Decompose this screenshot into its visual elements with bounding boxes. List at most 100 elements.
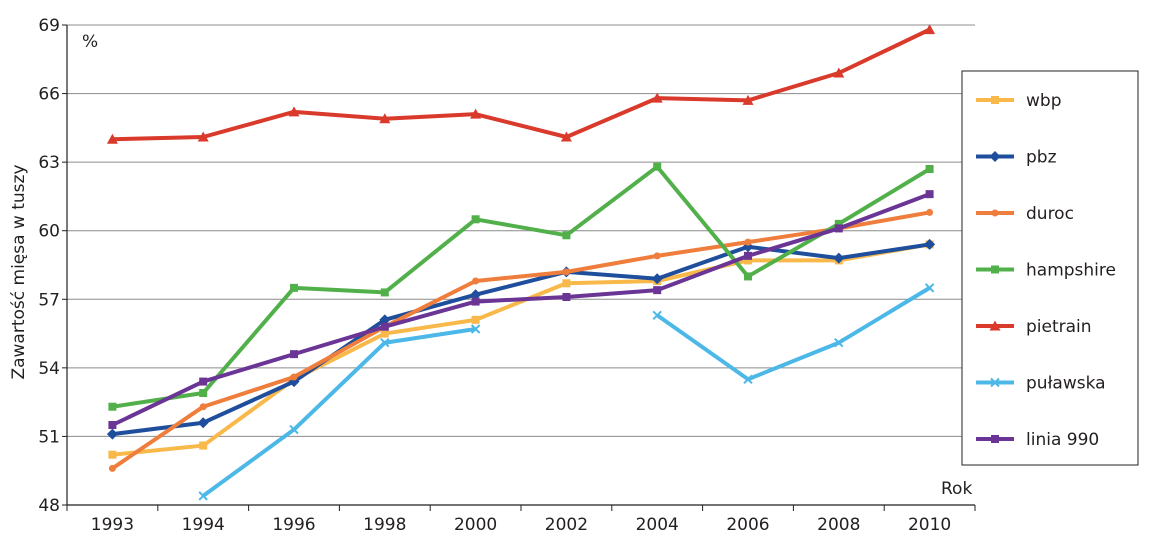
data-point — [925, 190, 934, 199]
y-tick-label: 51 — [38, 427, 60, 447]
data-point — [924, 238, 936, 250]
data-point — [108, 421, 117, 429]
x-tick-label: 1993 — [91, 515, 134, 535]
data-point — [108, 464, 116, 472]
legend-label: puławska — [1026, 374, 1106, 394]
series-wbp — [108, 240, 934, 459]
series-pietrain — [106, 24, 936, 144]
legend-entry: hampshire — [976, 261, 1116, 281]
data-point — [199, 389, 208, 397]
data-point — [199, 403, 207, 411]
y-tick-label: 48 — [38, 496, 60, 516]
series-pbz — [106, 238, 936, 440]
data-point — [991, 435, 999, 443]
data-point — [562, 293, 571, 301]
data-point — [926, 208, 934, 216]
data-point — [290, 283, 298, 292]
y-tick-labels: 48 51 54 57 60 63 66 69 — [38, 16, 60, 516]
x-tick-label: 1996 — [272, 515, 315, 535]
x-tick-label: 2010 — [908, 515, 951, 535]
data-point — [925, 165, 934, 173]
data-point — [991, 209, 999, 217]
series-duroc — [108, 208, 934, 472]
data-point — [833, 252, 845, 264]
data-point — [562, 231, 571, 240]
series-lines — [106, 24, 936, 501]
data-point-stroke — [198, 491, 208, 501]
data-point-stroke — [470, 324, 481, 334]
y-tick-label: 69 — [38, 16, 60, 36]
legend-entry: linia 990 — [976, 430, 1099, 450]
legend-label: wbp — [1026, 91, 1062, 111]
y-tick-label: 66 — [38, 85, 60, 105]
data-point — [991, 96, 999, 104]
legend-label: pietrain — [1026, 317, 1092, 337]
data-point — [471, 297, 480, 306]
data-point — [990, 377, 1000, 388]
data-point — [989, 320, 1001, 331]
data-point — [744, 256, 752, 265]
data-point-stroke — [834, 338, 844, 348]
data-point — [380, 338, 390, 348]
series-line — [112, 27, 931, 142]
legend-entry: pbz — [976, 148, 1057, 168]
data-point — [471, 215, 480, 224]
data-point — [108, 450, 117, 459]
series-puławska — [198, 283, 935, 501]
series-line — [111, 192, 931, 427]
y-tick-label: 63 — [38, 153, 60, 173]
y-tick-label: 60 — [38, 222, 60, 242]
y-axis-title: Zawartość mięsa w tuszy — [9, 164, 29, 379]
data-point — [834, 338, 844, 348]
data-point — [290, 350, 298, 359]
series-line — [202, 327, 476, 498]
data-point — [989, 151, 1001, 162]
x-tick-label: 2004 — [636, 515, 679, 535]
data-point — [562, 279, 571, 288]
data-point — [471, 315, 480, 324]
data-point — [470, 108, 482, 119]
series-line — [112, 242, 930, 457]
data-point — [924, 283, 935, 293]
x-tick-label: 1998 — [363, 515, 406, 535]
data-point — [744, 251, 752, 260]
data-point — [652, 310, 662, 320]
data-point-stroke — [380, 338, 390, 348]
data-point — [651, 92, 663, 103]
series-line — [112, 242, 930, 437]
data-point — [833, 67, 845, 78]
data-point-stroke — [924, 283, 935, 293]
data-point — [651, 273, 663, 285]
data-point-stroke — [990, 377, 1000, 388]
data-point — [106, 133, 118, 144]
data-point — [834, 224, 843, 233]
data-point — [560, 131, 572, 142]
data-point — [653, 252, 661, 260]
data-point — [743, 374, 753, 384]
legend-label: pbz — [1026, 148, 1057, 168]
y-tick-label: 57 — [38, 290, 60, 310]
x-tick-label: 2006 — [726, 515, 769, 535]
data-point — [197, 417, 209, 429]
data-point — [290, 373, 298, 381]
data-point — [199, 377, 208, 386]
data-point — [744, 238, 752, 246]
data-point-stroke — [652, 310, 662, 320]
data-point — [834, 219, 843, 228]
data-point — [470, 324, 481, 334]
data-point-stroke — [743, 374, 753, 384]
data-point — [742, 94, 754, 105]
data-point-stroke — [289, 424, 299, 435]
data-point — [108, 402, 117, 411]
data-point — [380, 322, 389, 331]
legend-label: hampshire — [1026, 261, 1116, 281]
data-point — [562, 268, 570, 276]
x-tick-label: 2000 — [454, 515, 497, 535]
legend-entry: pietrain — [976, 317, 1092, 337]
data-point — [470, 289, 482, 301]
legend-label: linia 990 — [1026, 430, 1099, 450]
x-axis-title: Rok — [941, 479, 972, 499]
legend-entry: duroc — [976, 204, 1074, 224]
data-point — [472, 277, 480, 285]
